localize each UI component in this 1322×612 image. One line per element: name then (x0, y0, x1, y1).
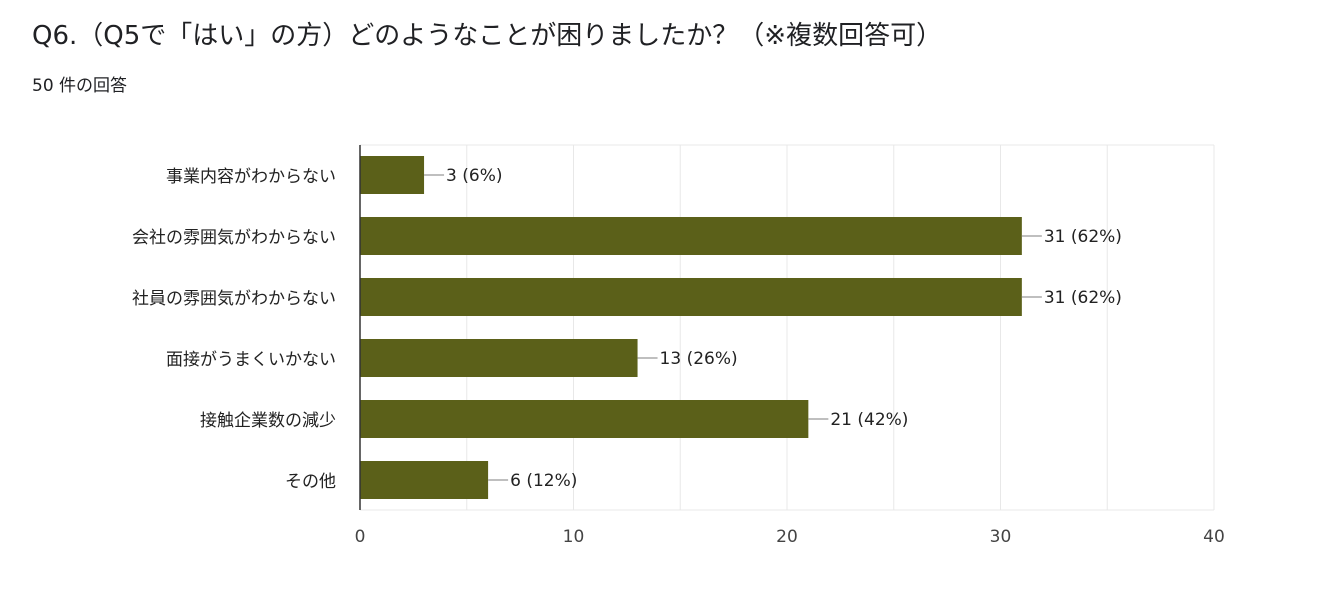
response-count: 50 件の回答 (32, 76, 128, 96)
data-label: 6 (12%) (510, 471, 577, 491)
bar (360, 217, 1022, 255)
bar (360, 156, 425, 194)
data-label: 31 (62%) (1044, 227, 1122, 247)
x-tick-label: 30 (990, 527, 1012, 547)
data-label: 13 (26%) (660, 349, 738, 369)
x-tick-label: 10 (563, 527, 585, 547)
bar (360, 400, 809, 438)
category-label: その他 (285, 472, 336, 492)
x-tick-label: 40 (1203, 527, 1225, 547)
question-title: Q6.（Q5で「はい」の方）どのようなことが困りましたか？（※複数回答可） (32, 21, 943, 51)
data-label: 3 (6%) (446, 166, 502, 186)
category-label: 接触企業数の減少 (200, 411, 336, 431)
bar (360, 339, 638, 377)
bar (360, 461, 489, 499)
category-label: 事業内容がわからない (166, 167, 336, 187)
x-tick-label: 20 (776, 527, 798, 547)
data-label: 31 (62%) (1044, 288, 1122, 308)
bar (360, 278, 1022, 316)
data-label: 21 (42%) (830, 410, 908, 430)
category-label: 面接がうまくいかない (166, 350, 336, 370)
category-label: 社員の雰囲気がわからない (132, 289, 336, 309)
category-label: 会社の雰囲気がわからない (132, 228, 336, 248)
x-tick-label: 0 (355, 527, 366, 547)
